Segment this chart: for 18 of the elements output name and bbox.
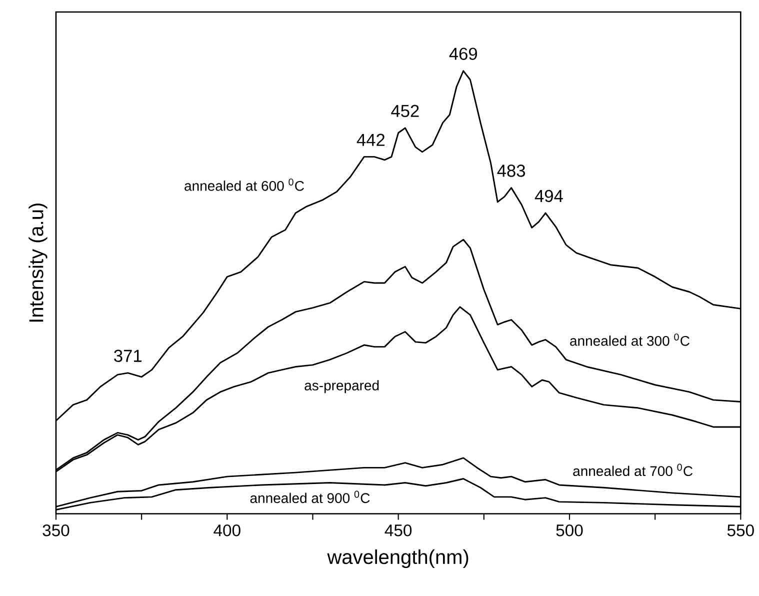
annotation: 483: [497, 164, 525, 178]
annotation: 494: [534, 190, 563, 202]
annotation: 469: [449, 48, 477, 60]
x-tick-label: 450: [384, 524, 412, 536]
x-axis-title: wavelength(nm): [327, 550, 468, 568]
series-label: as-prepared: [304, 380, 379, 394]
series-label: annealed at 300 $^{0}$C: [570, 334, 690, 346]
y-axis-title: Intensity (a.u): [28, 204, 48, 322]
x-tick-label: 500: [556, 524, 583, 536]
annotation: 371: [114, 350, 142, 362]
x-tick-label: 400: [214, 524, 240, 536]
annotation: 442: [356, 134, 385, 146]
series-label: annealed at 700 $^{0}$C: [573, 464, 693, 476]
x-tick-label: 350: [42, 524, 70, 536]
annotation: 452: [391, 104, 419, 118]
series-label: annealed at 900 $^{0}$C: [250, 490, 370, 504]
x-tick-label: 550: [727, 524, 754, 536]
series-label: annealed at 600 $^{0}$C: [184, 178, 304, 191]
